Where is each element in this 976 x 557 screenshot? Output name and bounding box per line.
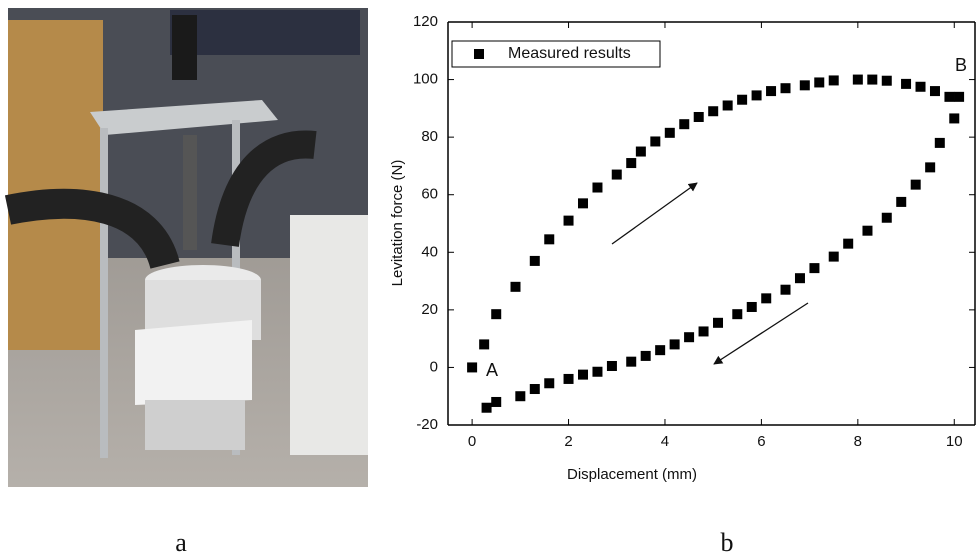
data-point: [843, 238, 854, 249]
legend: [451, 40, 661, 68]
data-point: [578, 198, 589, 209]
data-point: [780, 83, 791, 94]
data-point: [640, 350, 651, 361]
data-point: [592, 366, 603, 377]
data-point: [626, 158, 637, 169]
data-point: [934, 137, 945, 148]
data-point: [544, 378, 555, 389]
legend-label: Measured results: [508, 45, 631, 62]
data-point: [578, 369, 589, 380]
data-point: [479, 339, 490, 350]
data-point: [910, 179, 921, 190]
x-tick-label: 8: [854, 433, 862, 450]
panel-label: a: [175, 528, 187, 557]
data-point: [467, 362, 478, 373]
data-point: [529, 384, 540, 395]
annotation: B: [955, 55, 967, 75]
data-point: [852, 74, 863, 85]
data-point: [693, 111, 704, 122]
data-point: [606, 360, 617, 371]
data-point: [722, 100, 733, 111]
data-point: [862, 225, 873, 236]
data-point: [698, 326, 709, 337]
data-point: [515, 391, 526, 402]
x-tick-label: 2: [564, 433, 572, 450]
data-point: [867, 74, 878, 85]
data-point: [929, 86, 940, 97]
x-tick-label: 10: [946, 433, 963, 450]
data-point: [481, 402, 492, 413]
data-point: [881, 75, 892, 86]
data-point: [544, 234, 555, 245]
data-point: [626, 356, 637, 367]
data-point: [669, 339, 680, 350]
data-point: [684, 332, 695, 343]
data-point: [635, 146, 646, 157]
x-tick-label: 0: [468, 433, 476, 450]
data-point: [896, 196, 907, 207]
x-axis-label: Displacement (mm): [567, 466, 697, 483]
data-point: [592, 182, 603, 193]
y-axis-label: Levitation force (N): [389, 160, 406, 287]
x-tick-label: 6: [757, 433, 765, 450]
data-point: [814, 77, 825, 88]
y-tick-label: 80: [421, 128, 438, 145]
data-point: [915, 81, 926, 92]
data-point: [491, 396, 502, 407]
data-point: [563, 215, 574, 226]
y-tick-label: 0: [430, 358, 438, 375]
legend-marker: [474, 49, 484, 59]
data-point: [780, 284, 791, 295]
y-tick-label: 20: [421, 301, 438, 318]
data-point: [732, 309, 743, 320]
y-tick-label: -20: [416, 416, 438, 433]
data-point: [510, 281, 521, 292]
data-point: [655, 345, 666, 356]
y-tick-label: 60: [421, 186, 438, 203]
data-point: [529, 255, 540, 266]
data-point: [828, 75, 839, 86]
y-tick-label: 120: [413, 13, 438, 30]
data-point: [746, 301, 757, 312]
data-point: [925, 162, 936, 173]
data-point: [954, 91, 965, 102]
data-point: [679, 119, 690, 130]
data-point: [881, 212, 892, 223]
data-point: [650, 136, 661, 147]
data-point: [766, 86, 777, 97]
annotation: A: [486, 360, 498, 380]
data-point: [713, 317, 724, 328]
data-point: [799, 80, 810, 91]
panel-label: b: [721, 528, 734, 557]
y-tick-label: 40: [421, 243, 438, 260]
data-point: [563, 373, 574, 384]
data-point: [794, 273, 805, 284]
data-point: [944, 91, 955, 102]
photo: [4, 8, 368, 487]
data-point: [611, 169, 622, 180]
data-point: [761, 293, 772, 304]
data-point: [949, 113, 960, 124]
data-point: [664, 127, 675, 138]
y-tick-label: 100: [413, 71, 438, 88]
arrow: [713, 302, 809, 365]
arrow: [611, 182, 698, 245]
data-point: [491, 309, 502, 320]
data-point: [828, 251, 839, 262]
data-point: [708, 106, 719, 117]
x-tick-label: 4: [661, 433, 669, 450]
data-point: [901, 78, 912, 89]
data-point: [737, 94, 748, 105]
data-point: [751, 90, 762, 101]
data-point: [809, 263, 820, 274]
